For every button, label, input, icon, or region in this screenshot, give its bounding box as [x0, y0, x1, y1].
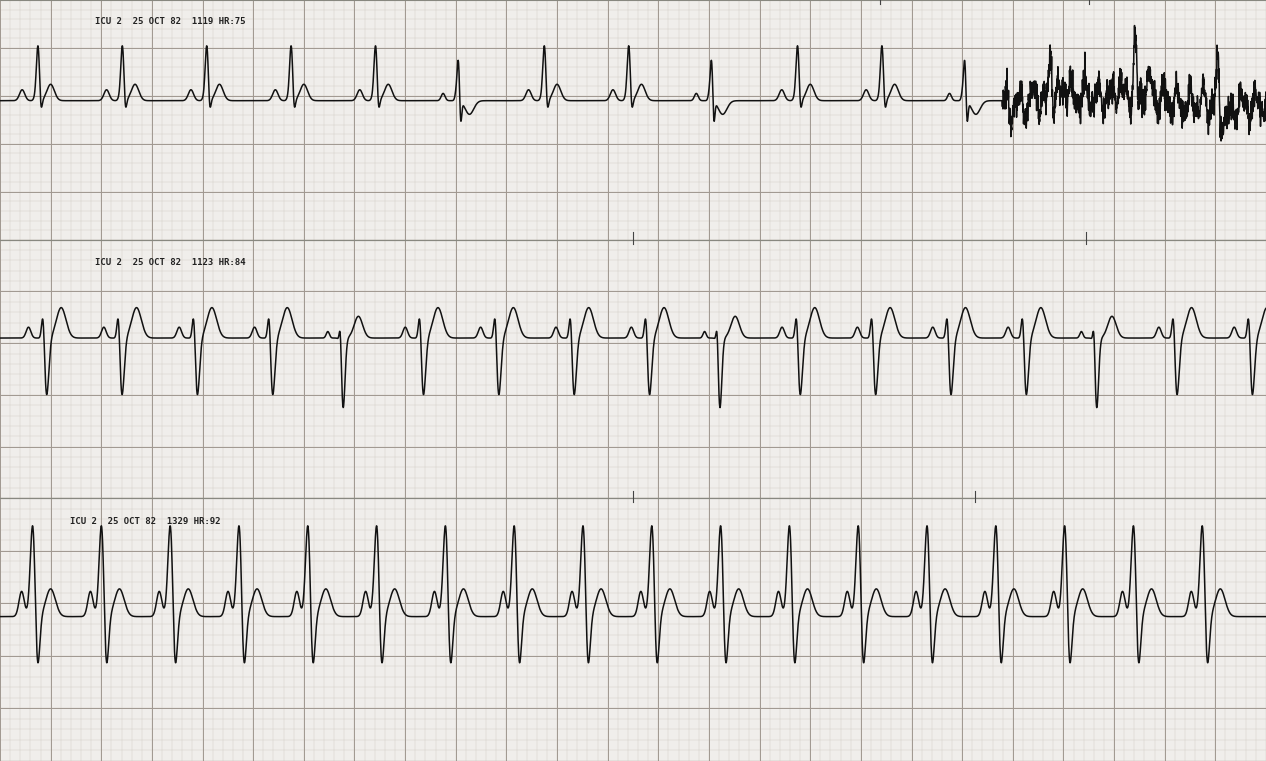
- Text: ICU 2  25 OCT 82  1329 HR:92: ICU 2 25 OCT 82 1329 HR:92: [70, 517, 220, 526]
- Text: ICU 2  25 OCT 82  1123 HR:84: ICU 2 25 OCT 82 1123 HR:84: [95, 258, 246, 267]
- Text: ICU 2  25 OCT 82  1119 HR:75: ICU 2 25 OCT 82 1119 HR:75: [95, 17, 246, 26]
